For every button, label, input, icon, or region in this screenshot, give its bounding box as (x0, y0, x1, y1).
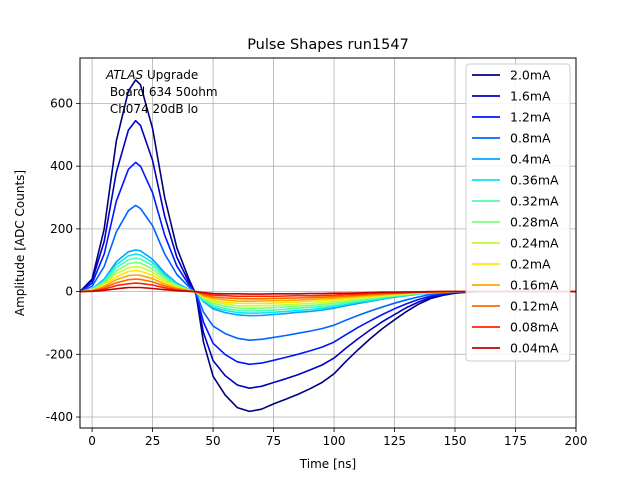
legend-label: 0.4mA (510, 152, 551, 167)
axis-ticks: 0 25 50 75 100 125 150 175 200 -400 -200 0 200 400 600 (46, 96, 588, 448)
legend-label: 0.04mA (510, 341, 559, 356)
legend-item: 0.2mA (472, 257, 551, 272)
legend-label: 0.32mA (510, 194, 559, 209)
legend-item: 0.04mA (472, 341, 559, 356)
legend-label: 2.0mA (510, 68, 551, 83)
legend-label: 0.28mA (510, 215, 559, 230)
legend-label: 0.2mA (510, 257, 551, 272)
x-tick-label: 125 (383, 434, 406, 448)
legend-label: 0.24mA (510, 236, 559, 251)
legend-item: 1.2mA (472, 110, 551, 125)
legend-item: 2.0mA (472, 68, 551, 83)
legend-label: 0.36mA (510, 173, 559, 188)
x-tick-label: 50 (205, 434, 220, 448)
y-tick-label: -400 (46, 410, 73, 424)
legend-item: 0.32mA (472, 194, 559, 209)
series-line-0p04ma (79, 286, 576, 295)
legend-item: 0.12mA (472, 299, 559, 314)
plot-frame (79, 57, 577, 429)
legend-item: 0.08mA (472, 320, 559, 335)
y-tick-label: -200 (46, 347, 73, 361)
legend-label: 0.12mA (510, 299, 559, 314)
chart-title: Pulse Shapes run1547 (247, 37, 409, 53)
annotation-line-2: Board 634 50ohm (106, 85, 218, 99)
legend-item: 0.28mA (472, 215, 559, 230)
legend-item: 0.16mA (472, 278, 559, 293)
annotation-line-1: ATLAS Upgrade (105, 68, 198, 82)
annotation-line-3: Ch074 20dB lo (106, 102, 198, 116)
legend: 2.0mA 1.6mA 1.2mA 0.8mA 0.4mA 0.36mA 0.32mA 0.2… (465, 63, 571, 362)
annotation-atlas: ATLAS (105, 68, 144, 82)
legend-item: 0.8mA (472, 131, 551, 146)
x-tick-label: 175 (504, 434, 527, 448)
y-tick-label: 600 (50, 96, 73, 110)
x-tick-label: 75 (266, 434, 281, 448)
legend-item: 0.24mA (472, 236, 559, 251)
legend-item: 0.4mA (472, 152, 551, 167)
x-tick-label: 25 (145, 434, 160, 448)
legend-label: 1.6mA (510, 89, 551, 104)
legend-item: 1.6mA (472, 89, 551, 104)
legend-label: 0.16mA (510, 278, 559, 293)
y-tick-label: 400 (50, 159, 73, 173)
legend-label: 1.2mA (510, 110, 551, 125)
legend-label: 0.8mA (510, 131, 551, 146)
legend-item: 0.36mA (472, 173, 559, 188)
x-axis-label: Time [ns] (299, 457, 356, 471)
series-lines (79, 79, 576, 413)
legend-label: 0.08mA (510, 320, 559, 335)
x-tick-label: 150 (444, 434, 467, 448)
y-tick-label: 200 (50, 222, 73, 236)
y-axis-label: Amplitude [ADC Counts] (13, 170, 27, 316)
y-tick-label: 0 (65, 285, 73, 299)
x-tick-label: 0 (88, 434, 96, 448)
legend-items: 2.0mA 1.6mA 1.2mA 0.8mA 0.4mA 0.36mA 0.32mA 0.2… (472, 68, 559, 356)
atlas-annotation: ATLAS Upgrade Board 634 50ohm Ch074 20dB… (105, 68, 218, 116)
annotation-upgrade: Upgrade (143, 68, 198, 82)
x-tick-label: 200 (565, 434, 588, 448)
x-tick-label: 100 (323, 434, 346, 448)
